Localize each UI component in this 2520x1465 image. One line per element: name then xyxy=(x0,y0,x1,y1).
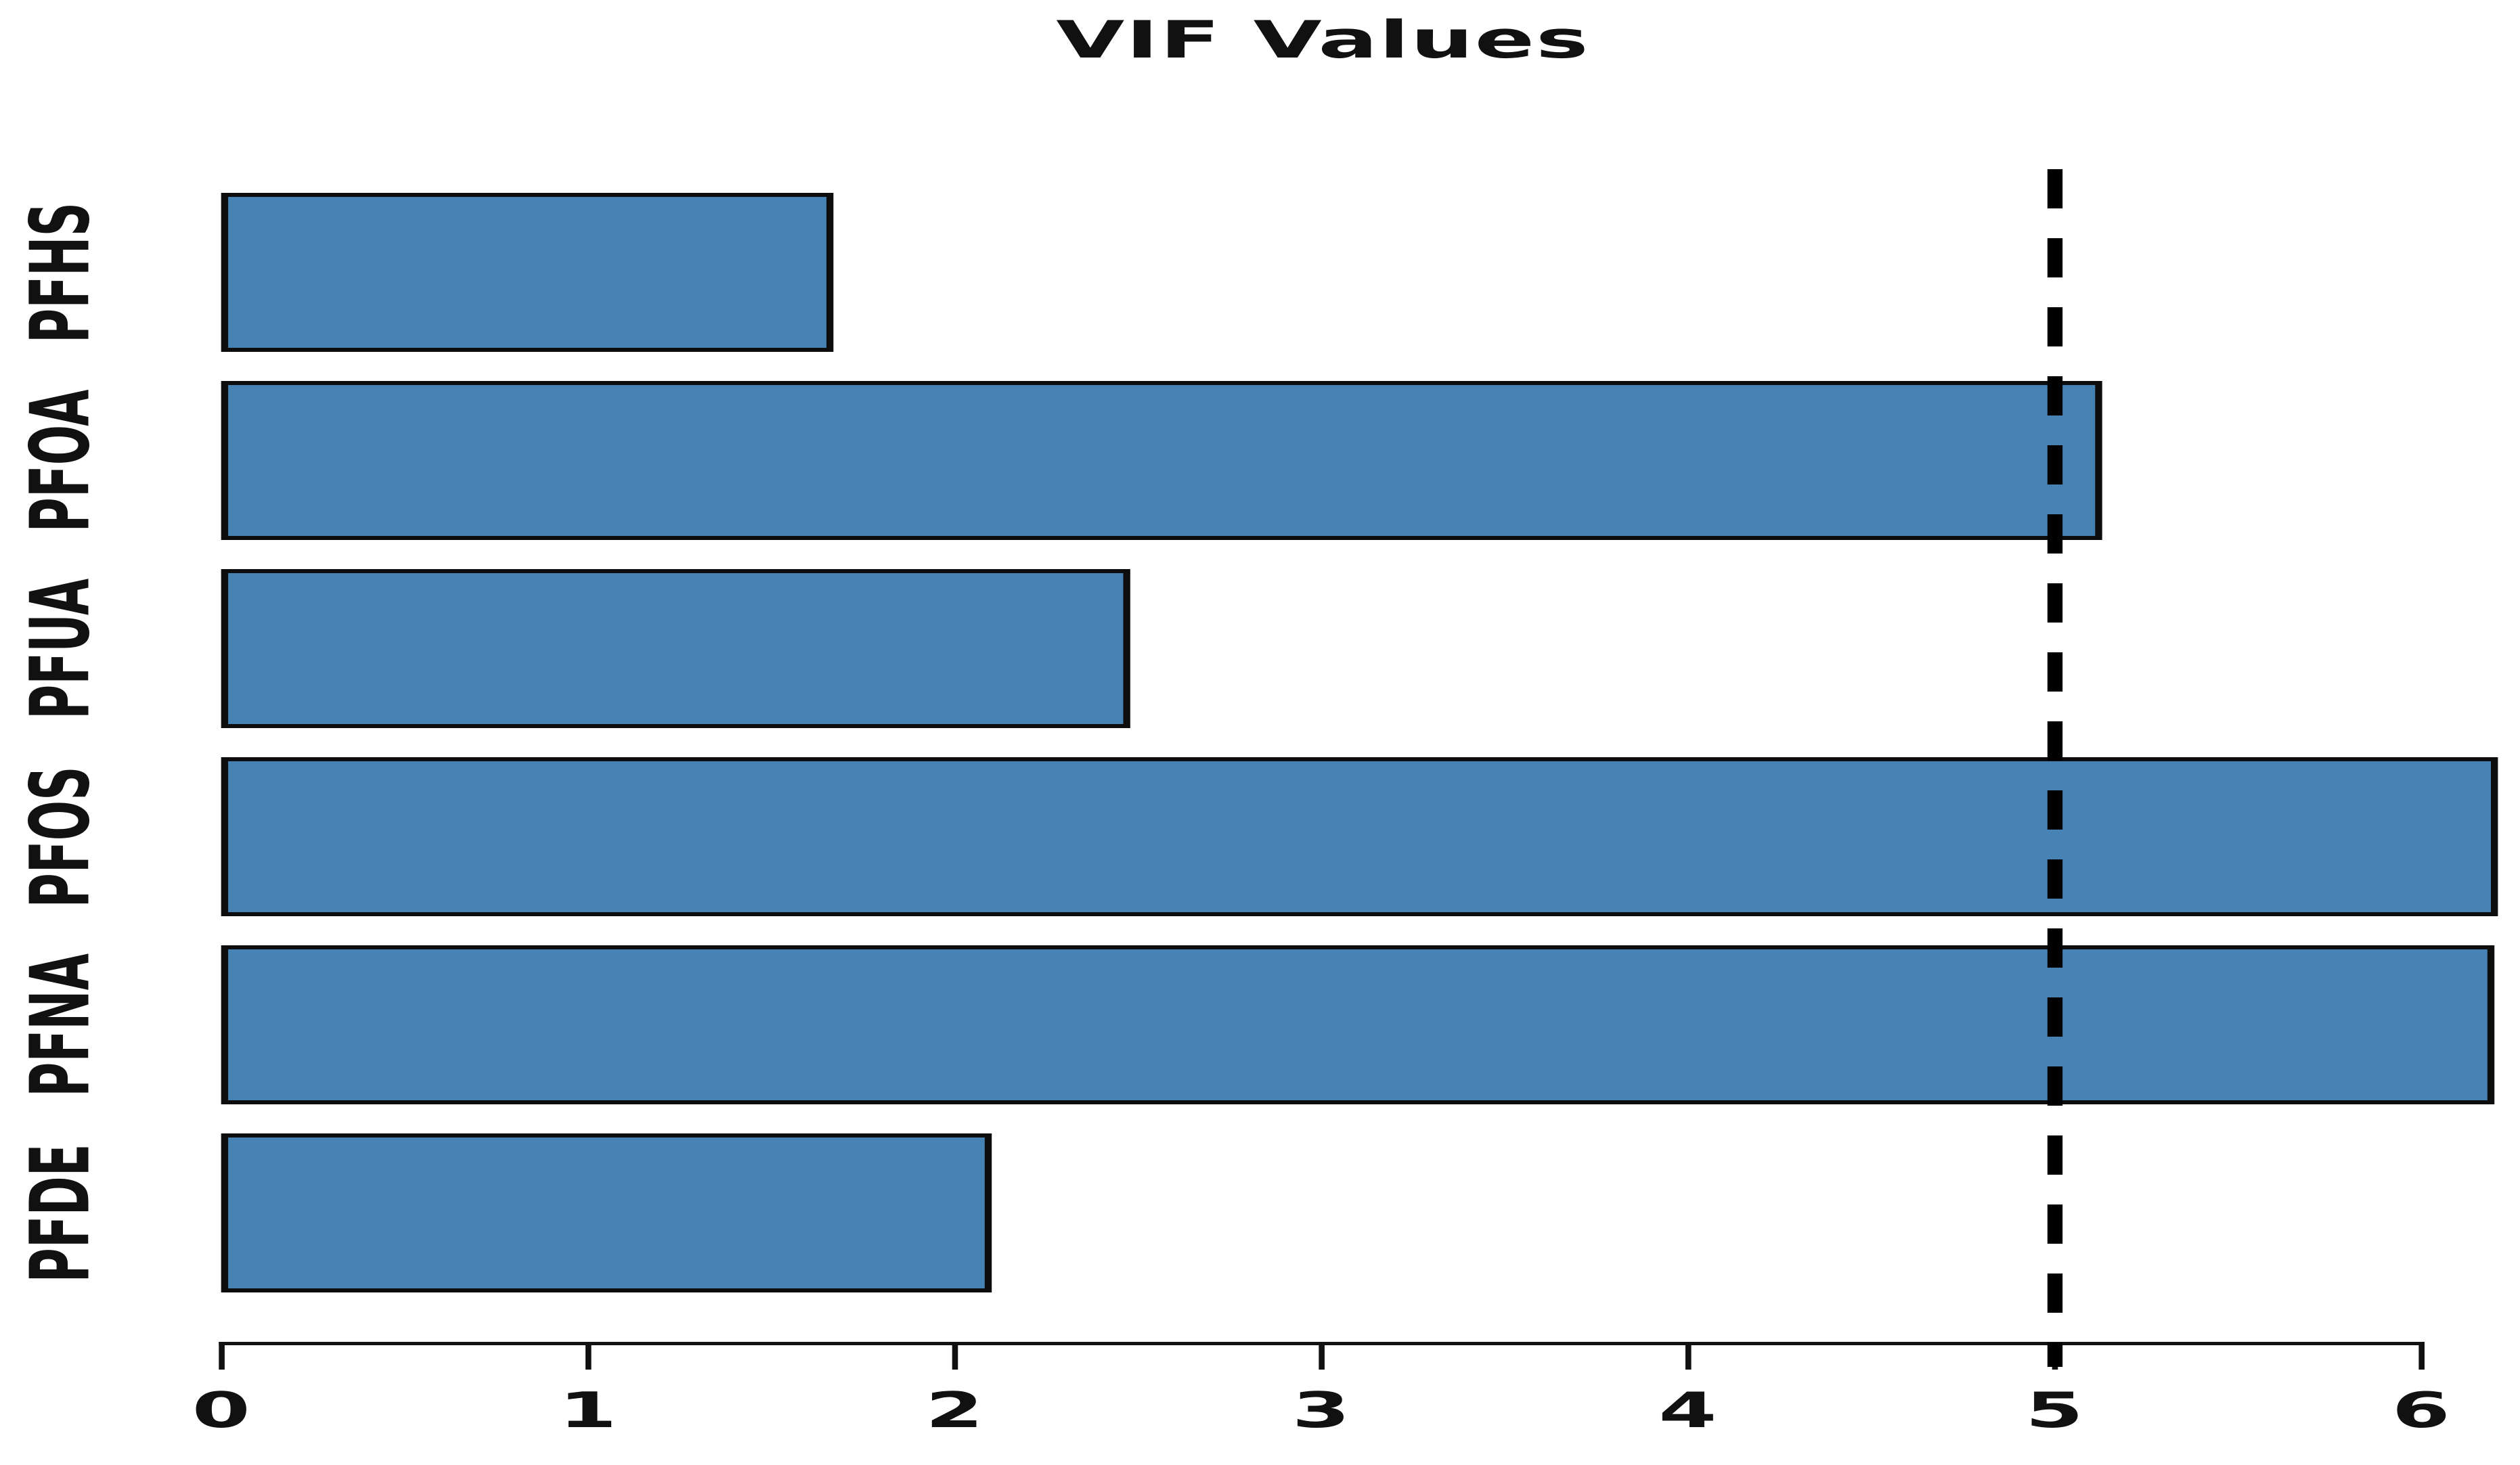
bar-pfhs xyxy=(221,193,834,352)
y-axis-label-pfna: PFNA xyxy=(12,953,108,1097)
chart-title: VIF Values xyxy=(1056,9,1590,70)
x-axis-tick-label-4: 4 xyxy=(1658,1382,1717,1439)
x-axis-tick-label-2: 2 xyxy=(925,1382,984,1439)
y-axis-label-pfhs: PFHS xyxy=(12,202,108,343)
x-axis-tick-3 xyxy=(1319,1342,1325,1370)
y-axis-label-pfua: PFUA xyxy=(12,578,108,719)
x-axis-tick-0 xyxy=(219,1342,225,1370)
y-axis-label-pfos: PFOS xyxy=(12,765,108,908)
x-axis-tick-1 xyxy=(585,1342,592,1370)
x-axis-tick-label-0: 0 xyxy=(192,1382,250,1439)
bar-pfua xyxy=(221,569,1130,728)
x-axis-tick-label-6: 6 xyxy=(2391,1382,2450,1439)
y-axis-label-pfoa: PFOA xyxy=(12,389,108,532)
x-axis-tick-6 xyxy=(2418,1342,2425,1370)
x-axis-tick-label-3: 3 xyxy=(1291,1382,1350,1439)
y-axis-label-pfde: PFDE xyxy=(12,1143,108,1283)
bar-pfde xyxy=(221,1133,992,1292)
x-axis-tick-2 xyxy=(952,1342,958,1370)
x-axis-tick-label-1: 1 xyxy=(558,1382,617,1439)
vif-threshold-line xyxy=(2047,169,2063,1367)
x-axis-tick-label-5: 5 xyxy=(2025,1382,2084,1439)
bar-pfos xyxy=(221,757,2498,916)
bar-pfna xyxy=(221,945,2495,1104)
x-axis-tick-4 xyxy=(1685,1342,1692,1370)
bar-pfoa xyxy=(221,381,2102,540)
